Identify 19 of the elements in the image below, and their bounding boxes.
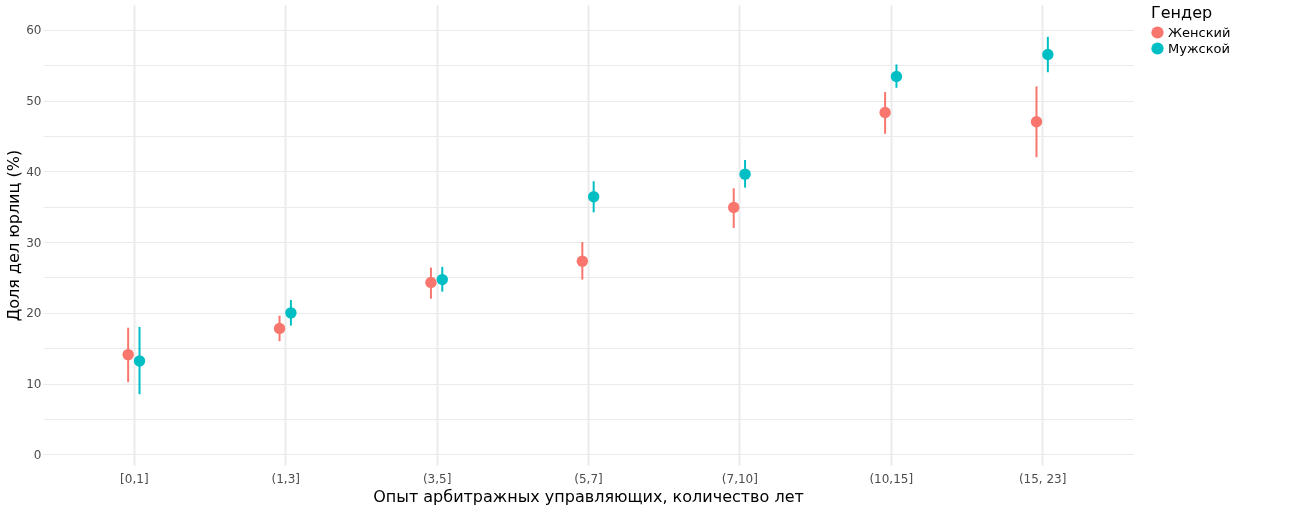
legend-label: Женский [1168,24,1231,40]
y-tick-label: 0 [33,447,42,462]
x-tick-label: (5,7] [574,471,603,486]
x-tick-label: (3,5] [422,471,452,486]
y-tick-label: 10 [26,377,42,392]
y-tick-label: 20 [26,306,42,321]
x-tick-label: (1,3] [271,471,300,486]
x-tick-label: (10,15] [869,471,914,486]
x-axis-title: Опыт арбитражных управляющих, количество лет [373,486,804,506]
y-tick-label: 60 [26,23,42,38]
x-tick-label: [0,1] [120,471,149,486]
y-axis-title: Доля дел юрлиц (%) [4,149,24,322]
y-tick-label: 30 [26,235,42,250]
x-tick-label: (15, 23] [1018,471,1067,486]
y-tick-label: 40 [26,164,42,179]
y-tick-label: 50 [26,94,42,109]
legend-label: Мужской [1168,40,1231,56]
legend-title: Гендер [1151,3,1213,22]
x-tick-label: (7,10] [721,471,758,486]
